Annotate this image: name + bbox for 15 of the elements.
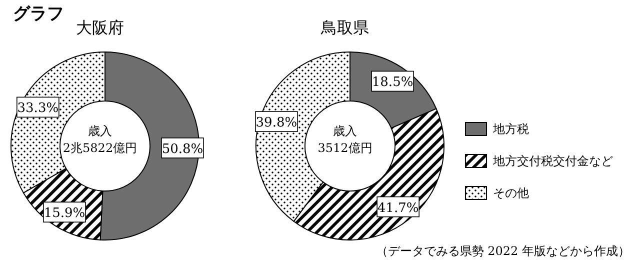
text: （データでみる県勢 2022 年版などから作成） — [376, 243, 630, 260]
data-label: 18.5% — [372, 75, 414, 90]
legend-label: 地方交付税交付金など — [493, 152, 613, 170]
legend-label: 地方税 — [493, 120, 529, 138]
data-label: 39.8% — [256, 116, 298, 131]
data-label: 41.7% — [377, 200, 419, 216]
text: 歳入 2兆5822億円 — [62, 123, 138, 157]
data-label: 33.3% — [17, 101, 59, 116]
data-label: 50.8% — [162, 142, 204, 157]
text: 歳入 3512億円 — [316, 123, 374, 157]
legend-label: その他 — [493, 184, 529, 202]
chart-subtitle: 大阪府 — [76, 18, 124, 37]
data-label: 15.9% — [44, 206, 86, 222]
chart-subtitle: 鳥取県 — [320, 18, 370, 39]
chart-title: グラフ — [13, 3, 64, 25]
